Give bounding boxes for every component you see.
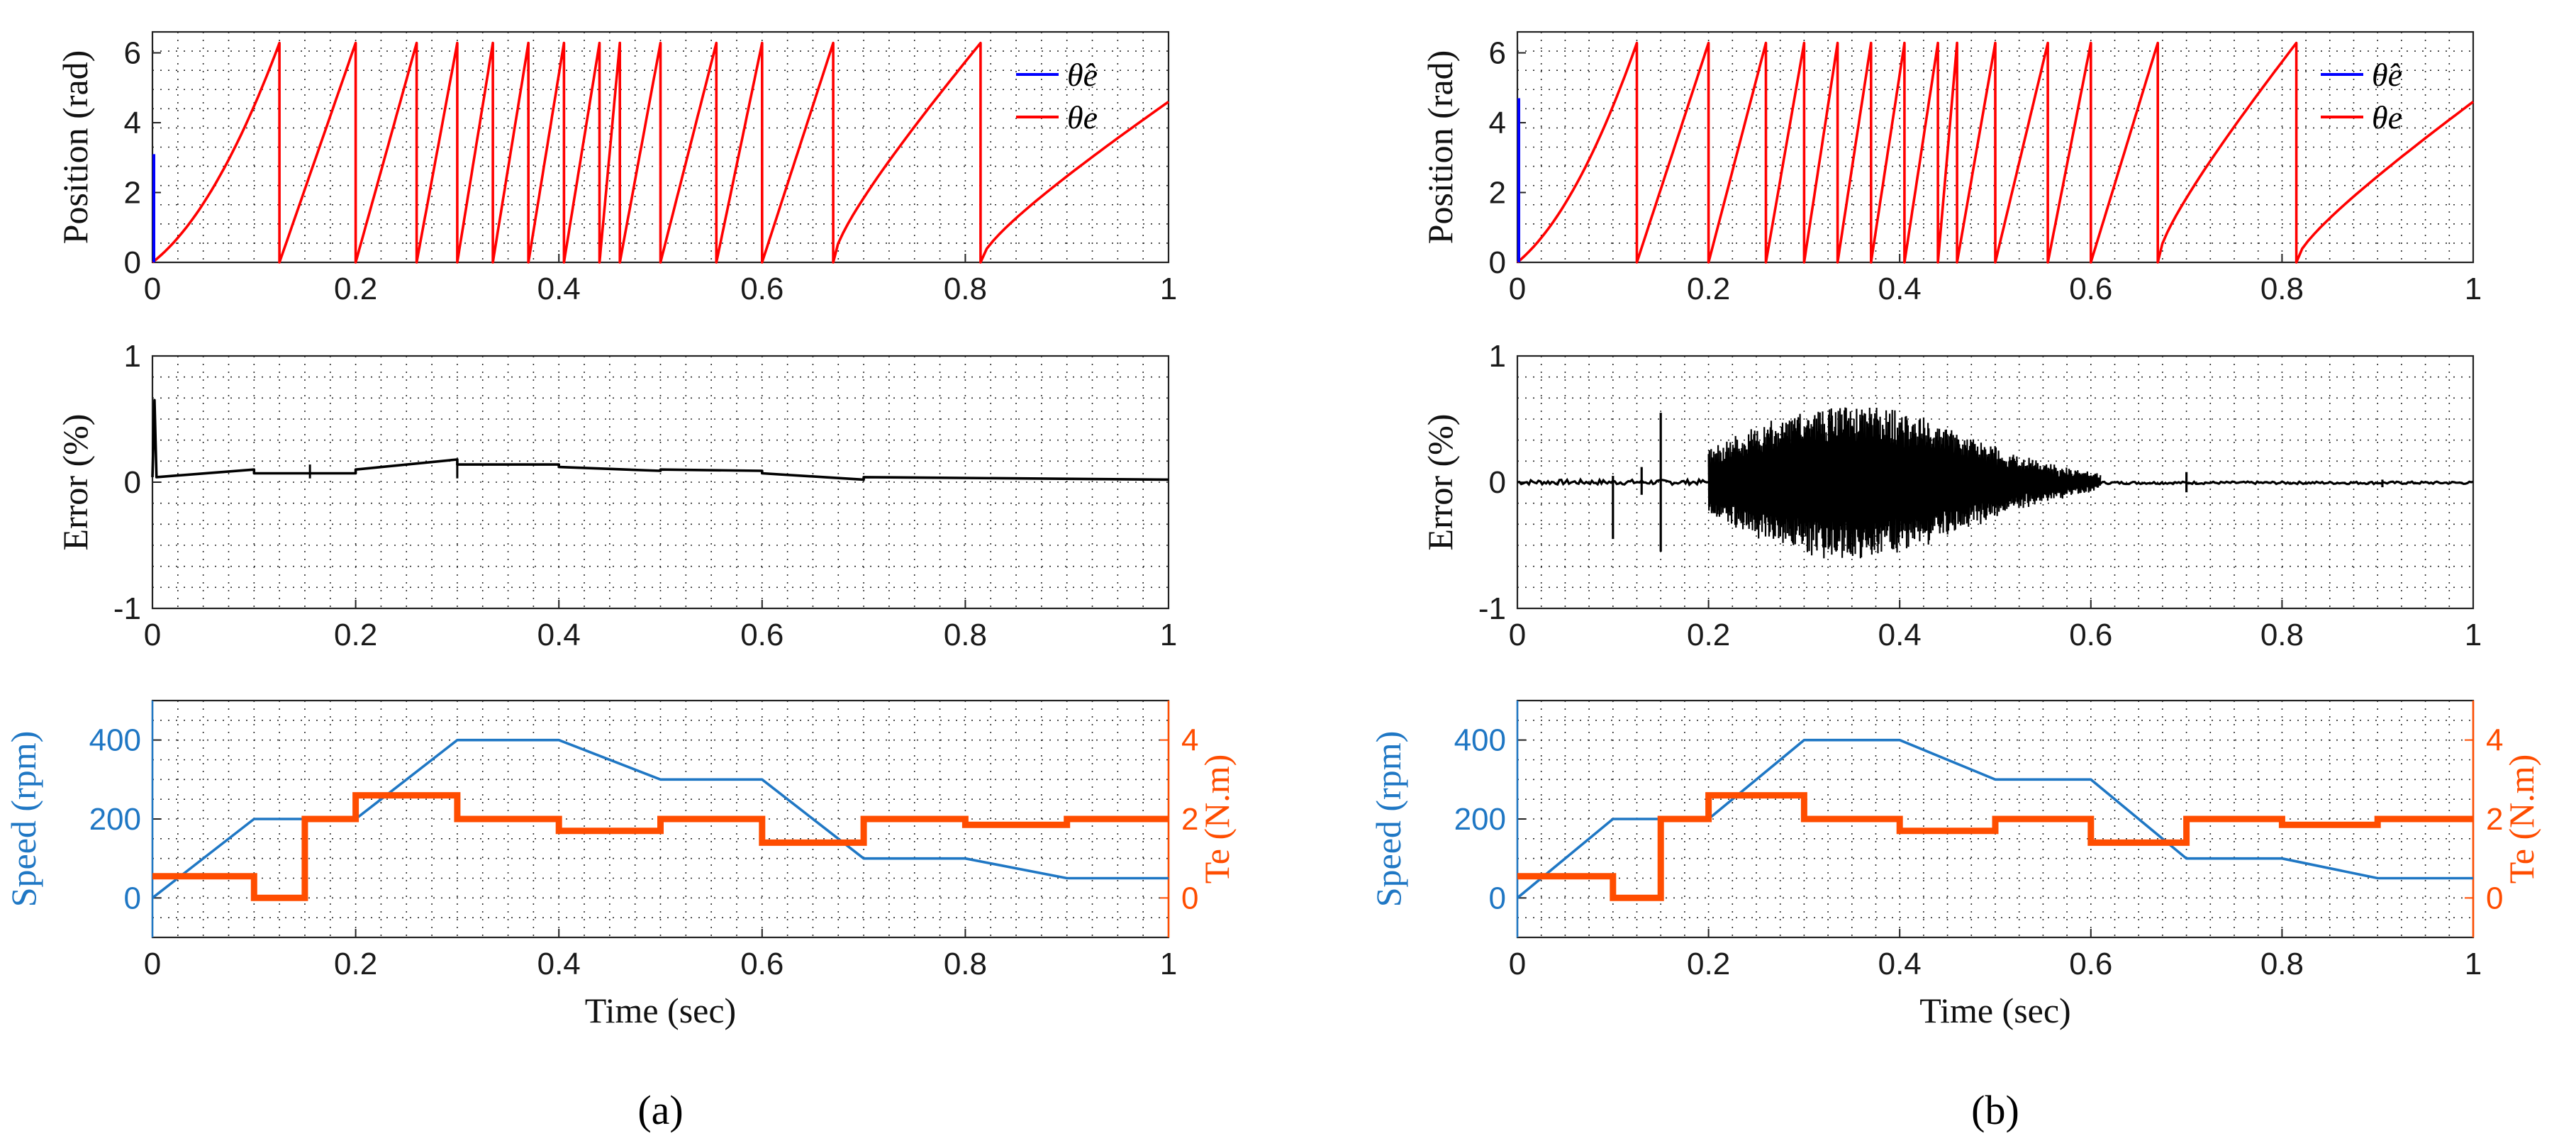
x-axis-label: Time (sec): [585, 991, 736, 1030]
actual-position-line: [1516, 41, 2475, 264]
x-tick-label: 0.6: [740, 947, 784, 981]
x-tick-label: 0: [144, 272, 161, 306]
y-tick-label: 2: [1489, 176, 1506, 211]
y-axis-label: Speed (rpm): [4, 731, 43, 908]
x-tick-label: 1: [1160, 947, 1177, 981]
y-right-tick-label: 2: [2486, 802, 2503, 837]
x-tick-label: 1: [2465, 618, 2482, 652]
y-right-axis-label: Te (N.m): [2502, 754, 2541, 884]
x-tick-label: 0.8: [2260, 947, 2304, 981]
y-tick-label: 0: [1489, 465, 1506, 500]
y-tick-label: 2: [124, 176, 141, 211]
y-tick-label: 400: [89, 723, 141, 758]
x-tick-label: 0.8: [944, 272, 987, 306]
y-right-tick-label: 4: [2486, 723, 2503, 758]
y-tick-label: 200: [89, 802, 141, 837]
x-tick-label: 1: [1160, 618, 1177, 652]
x-tick-label: 0.2: [1687, 272, 1730, 306]
x-tick-label: 1: [2465, 947, 2482, 981]
y-tick-label: -1: [113, 591, 141, 626]
x-tick-label: 0.2: [1687, 947, 1730, 981]
x-axis-label: Time (sec): [1919, 991, 2070, 1030]
x-tick-label: 1: [2465, 272, 2482, 306]
x-tick-label: 1: [1160, 272, 1177, 306]
x-tick-label: 0.4: [537, 272, 581, 306]
y-right-tick-label: 2: [1181, 802, 1198, 837]
x-tick-label: 0.6: [2069, 272, 2112, 306]
x-tick-label: 0.8: [944, 947, 987, 981]
x-tick-label: 0.4: [1878, 272, 1922, 306]
y-right-axis-label: Te (N.m): [1197, 754, 1237, 884]
y-tick-label: 1: [124, 339, 141, 374]
panel-label: (a): [637, 1087, 683, 1133]
actual-position-line: [151, 41, 1170, 264]
y-axis-label: Error (%): [55, 414, 95, 551]
legend-label-actual: θe: [1067, 99, 1098, 135]
legend-label-actual: θe: [2372, 99, 2402, 135]
y-tick-label: 6: [124, 36, 141, 71]
torque-line: [1517, 792, 2473, 901]
x-tick-label: 0.4: [1878, 618, 1922, 652]
y-tick-label: 0: [124, 245, 141, 280]
x-tick-label: 0.8: [2260, 618, 2304, 652]
x-tick-label: 0.2: [334, 947, 377, 981]
grid: [1517, 32, 2473, 262]
x-tick-label: 0.4: [1878, 947, 1922, 981]
y-tick-label: 4: [1489, 106, 1506, 140]
x-tick-label: 0.2: [334, 272, 377, 306]
x-tick-label: 0.6: [2069, 947, 2112, 981]
x-tick-label: 0.2: [334, 618, 377, 652]
position-plot: 0 0.2 0.4 0.6 0.8 1 0 2 4 6 Position (rad) θ̂e θe: [1420, 30, 2482, 306]
x-tick-label: 0.4: [537, 947, 581, 981]
y-right-tick-label: 4: [1181, 723, 1198, 758]
y-tick-label: 6: [1489, 36, 1506, 71]
speed-line: [1516, 738, 2473, 899]
y-tick-label: 1: [1489, 339, 1506, 374]
torque-line: [152, 792, 1169, 901]
x-tick-label: 0: [144, 618, 161, 652]
x-tick-label: 0.6: [740, 618, 784, 652]
position-plot: 0 0.2 0.4 0.6 0.8 1 0 2 4 6 Position (rad) θ̂e θe: [55, 30, 1177, 306]
speed-line: [151, 738, 1169, 899]
y-tick-label: 400: [1454, 723, 1506, 758]
error-oscillation: [1707, 407, 2102, 559]
y-tick-label: 0: [1489, 245, 1506, 280]
y-right-tick-label: 0: [2486, 881, 2503, 915]
x-tick-label: 0.8: [944, 618, 987, 652]
x-tick-label: 0: [1509, 272, 1526, 306]
y-right-tick-label: 0: [1181, 881, 1198, 915]
y-axis-label: Position (rad): [1420, 50, 1460, 245]
x-tick-label: 0.6: [740, 272, 784, 306]
y-axis-label: Position (rad): [55, 50, 95, 245]
x-tick-label: 0.6: [2069, 618, 2112, 652]
legend: θ̂e θe: [1016, 57, 1098, 135]
x-tick-label: 0: [144, 947, 161, 981]
x-tick-label: 0.2: [1687, 618, 1730, 652]
y-axis-label: Error (%): [1420, 414, 1460, 551]
y-tick-label: 200: [1454, 802, 1506, 837]
legend-label-estimated: θ̂e: [2372, 57, 2402, 93]
x-tick-label: 0.8: [2260, 272, 2304, 306]
y-tick-label: 0: [124, 881, 141, 915]
legend: θ̂e θe: [2321, 57, 2402, 135]
x-tick-label: 0: [1509, 618, 1526, 652]
grid: [152, 356, 1169, 608]
legend-label-estimated: θ̂e: [1067, 57, 1098, 93]
x-tick-label: 0.4: [537, 618, 581, 652]
y-tick-label: 4: [124, 106, 141, 140]
y-tick-label: 0: [1489, 881, 1506, 915]
y-tick-label: -1: [1478, 591, 1506, 626]
y-axis-label: Speed (rpm): [1368, 731, 1408, 908]
y-tick-label: 0: [124, 465, 141, 500]
x-tick-label: 0: [1509, 947, 1526, 981]
panel-label: (b): [1971, 1087, 2019, 1133]
